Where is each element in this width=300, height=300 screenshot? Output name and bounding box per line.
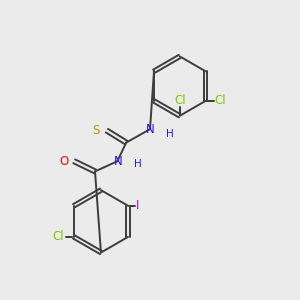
Text: S: S (92, 124, 100, 137)
Text: N: N (146, 123, 155, 136)
Text: Cl: Cl (214, 94, 226, 107)
Text: O: O (59, 155, 68, 168)
Text: H: H (166, 129, 174, 139)
Text: N: N (113, 155, 122, 168)
Text: Cl: Cl (53, 230, 64, 243)
Text: H: H (134, 159, 141, 169)
Text: I: I (136, 199, 140, 212)
Text: Cl: Cl (174, 94, 185, 107)
